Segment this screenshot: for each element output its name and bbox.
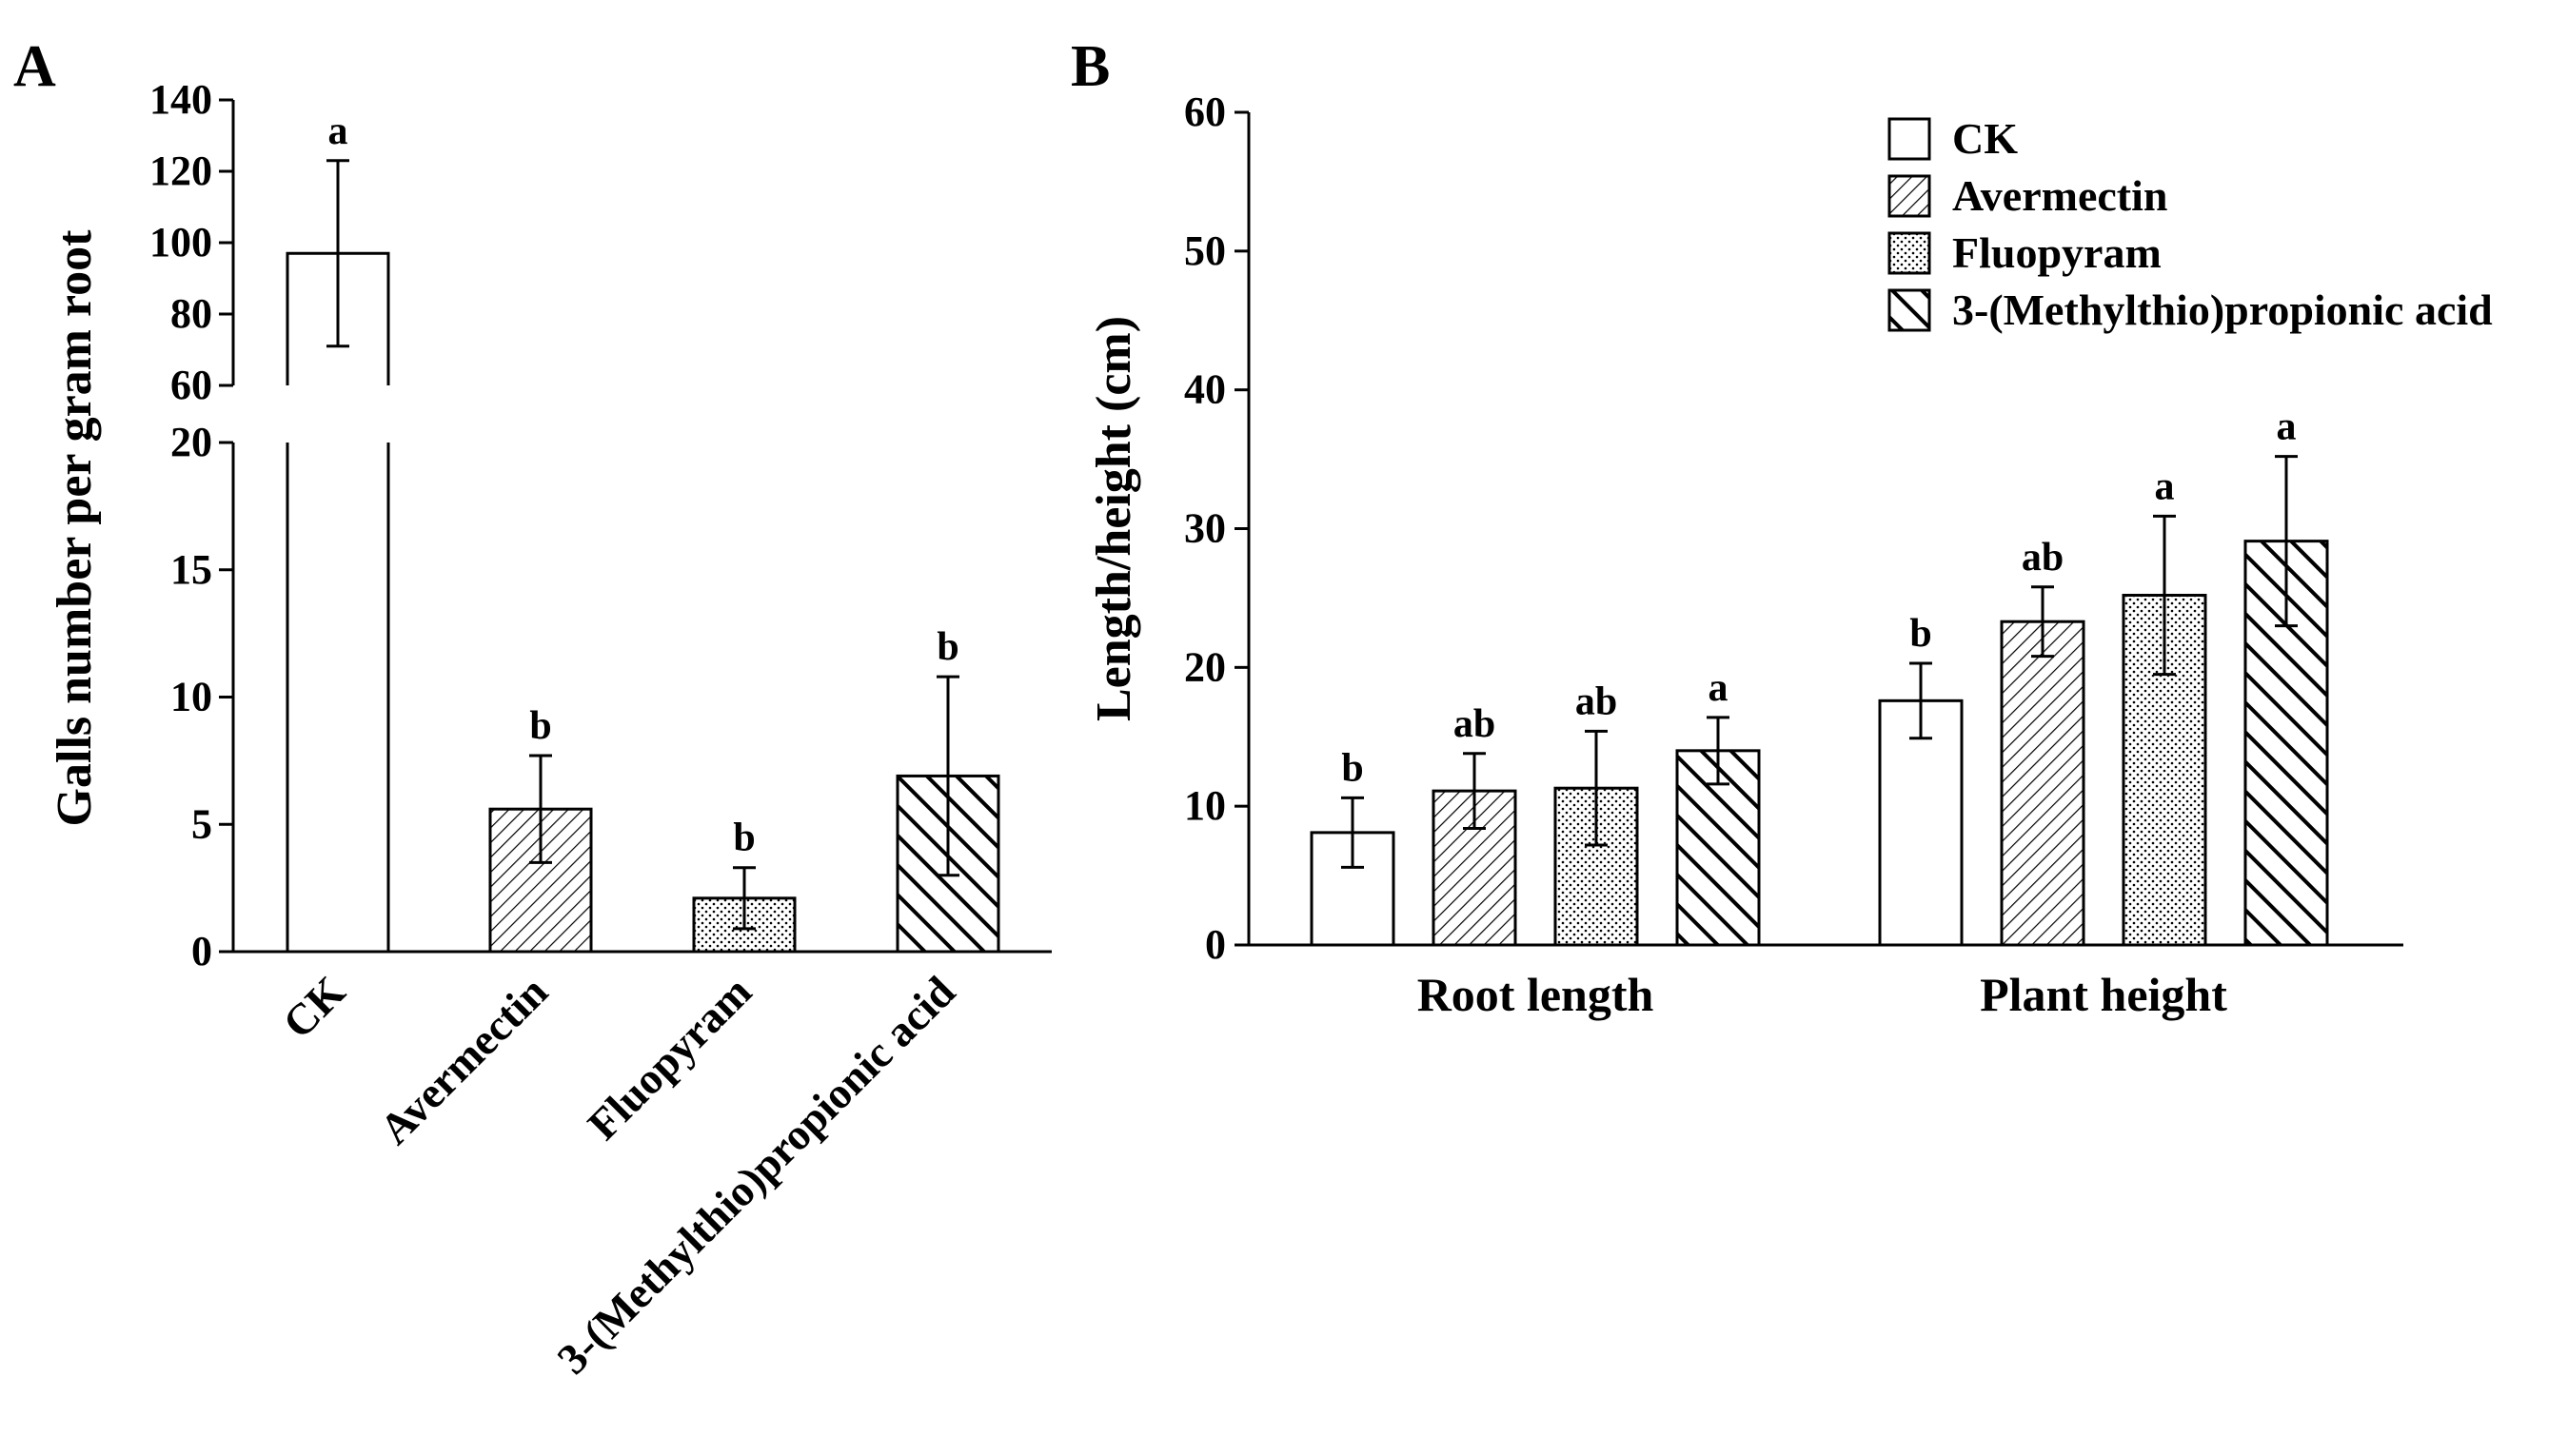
sig-letter: b: [529, 704, 551, 748]
sig-letter: ab: [2022, 536, 2064, 580]
sig-letter: ab: [1575, 679, 1617, 723]
y-axis-title: Galls number per gram root: [48, 229, 102, 827]
y-axis-title: Length/height (cm): [1087, 316, 1141, 721]
category-label: CK: [273, 967, 354, 1048]
legend-swatch: [1887, 117, 1931, 161]
y-tick-label: 120: [149, 148, 212, 194]
group-label: Root length: [1417, 968, 1654, 1021]
sig-letter: a: [1709, 666, 1728, 710]
panel-label-b: B: [1071, 34, 1110, 99]
sig-letter: b: [1909, 612, 1931, 656]
y-tick-label: 20: [170, 419, 212, 465]
y-tick-label: 5: [191, 800, 212, 847]
bar-1-lower: [286, 443, 390, 952]
y-tick-label: 40: [1184, 366, 1226, 413]
sig-letter: a: [2155, 464, 2175, 508]
sig-letter: ab: [1453, 702, 1495, 746]
y-tick-label: 60: [1184, 89, 1226, 135]
category-label: 3-(Methylthio)propionic acid: [548, 967, 965, 1384]
panel-label-a: A: [13, 34, 56, 99]
y-tick-label: 10: [170, 674, 212, 720]
y-tick-label: 140: [149, 76, 212, 123]
legend-swatch: [1887, 231, 1931, 275]
y-tick-label: 100: [149, 219, 212, 266]
sig-letter: b: [937, 625, 958, 669]
y-tick-label: 30: [1184, 505, 1226, 552]
panel-a: A 0 5 10 15 20 60 80 100 120 140 Galls number per g…: [13, 34, 1052, 1384]
y-tick-label: 15: [170, 546, 212, 593]
y-tick-label: 20: [1184, 643, 1226, 690]
legend-label: Avermectin: [1952, 171, 2167, 220]
y-tick-label: 0: [1205, 921, 1226, 968]
category-label: Fluopyram: [579, 967, 761, 1149]
group-label: Plant height: [1980, 968, 2227, 1021]
bar-plant-height-2: [2000, 620, 2085, 947]
legend-label: Fluopyram: [1952, 228, 2162, 277]
y-tick-label: 10: [1184, 782, 1226, 829]
y-tick-label: 50: [1184, 227, 1226, 274]
sig-letter: b: [733, 817, 755, 860]
sig-letter: a: [328, 109, 348, 153]
bar-plant-height-1: [1878, 698, 1964, 947]
y-tick-label: 80: [170, 290, 212, 337]
legend-label: CK: [1952, 114, 2018, 163]
sig-letter: a: [2277, 405, 2297, 449]
legend-swatch: [1887, 174, 1931, 218]
y-tick-label: 0: [191, 928, 212, 974]
category-label: Avermectin: [370, 967, 557, 1153]
legend-swatch: [1887, 288, 1931, 332]
sig-letter: b: [1341, 746, 1363, 790]
legend-label: 3-(Methylthio)propionic acid: [1952, 285, 2493, 334]
y-tick-label: 60: [170, 362, 212, 408]
